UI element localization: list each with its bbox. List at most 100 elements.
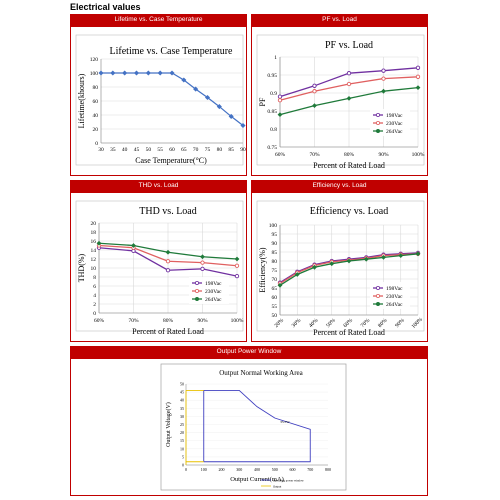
y-tick-label: 16 <box>91 239 97 245</box>
x-axis-label: Percent of Rated Load <box>313 328 385 337</box>
section-title: Electrical values <box>70 2 141 12</box>
x-tick-label: 45 <box>134 147 140 153</box>
legend-marker <box>195 281 200 286</box>
header-lifetime: Lifetime vs. Case Temperature <box>70 14 247 26</box>
x-tick-label: 70% <box>360 317 372 329</box>
x-tick-label: 30 <box>98 147 104 153</box>
x-tick-label: 70% <box>309 152 320 158</box>
power-window-chart: Output Normal Working Area 0 5 10 15 20 25 30 35… <box>160 363 347 491</box>
data-point <box>415 74 421 79</box>
y-tick-label: 4 <box>93 293 96 299</box>
y-tick-label: 0 <box>95 141 98 147</box>
data-point <box>415 65 421 70</box>
legend-label: 198Vac <box>205 281 222 287</box>
legend-marker <box>376 286 381 291</box>
thd-chart: THD vs. Load 0 2 4 6 8 10 12 14 16 18 20 60% 70% 80% 90… <box>75 200 244 336</box>
y-tick-label: 100 <box>90 71 99 77</box>
y-tick-label: 90 <box>272 241 278 247</box>
figure-frame <box>160 363 347 491</box>
chart-title: Lifetime vs. Case Temperature <box>110 46 234 57</box>
y-tick-label: 35 <box>180 406 184 411</box>
legend-marker <box>376 113 381 118</box>
legend-label: 264Vac <box>386 302 403 308</box>
legend-label: 198Vac <box>386 113 403 119</box>
data-point <box>346 81 352 87</box>
y-tick-label: 40 <box>93 113 99 119</box>
y-tick-label: 0 <box>182 463 184 468</box>
y-tick-label: 10 <box>180 446 184 451</box>
data-point <box>216 104 222 110</box>
data-point <box>277 282 283 288</box>
x-tick-label: 60 <box>169 147 175 153</box>
legend-marker <box>195 289 200 294</box>
data-point <box>329 261 335 267</box>
x-tick-label: 85 <box>228 147 234 153</box>
x-tick-label: 80 <box>217 147 223 153</box>
y-tick-label: 20 <box>180 430 184 435</box>
legend-marker <box>376 129 381 134</box>
efficiency-chart: Efficiency vs. Load 50 55 60 65 70 75 80 85 90 95 1… <box>256 200 425 337</box>
y-tick-label: 2 <box>93 302 96 308</box>
legend-label: 230Vac <box>205 289 222 295</box>
y-tick-label: 20 <box>93 127 99 133</box>
x-tick-label: 60% <box>343 317 355 329</box>
panel-thd: THD vs. Load 0 2 4 6 8 10 12 14 16 18 20 60% 70% 80% 90… <box>70 192 247 342</box>
y-tick-label: 0.8 <box>270 127 277 133</box>
data-point <box>381 76 386 81</box>
y-tick-label: 8 <box>93 275 96 281</box>
plot-frame <box>256 200 425 332</box>
y-axis-label: Lifetime(khours) <box>77 73 86 128</box>
x-tick-label: 20% <box>274 317 286 329</box>
y-tick-label: 50 <box>180 382 184 387</box>
y-tick-label: 75 <box>272 268 278 274</box>
data-point <box>234 263 240 268</box>
x-tick-label: 0 <box>185 467 187 472</box>
y-tick-label: 0.85 <box>267 109 277 115</box>
x-tick-label: 55 <box>157 147 163 153</box>
x-tick-label: 30% <box>291 317 303 329</box>
x-tick-label: 50 <box>146 147 152 153</box>
x-tick-label: 70% <box>128 318 139 324</box>
x-tick-label: 600 <box>290 467 296 472</box>
data-point <box>98 70 104 76</box>
legend-label: 230Vac <box>386 294 403 300</box>
chart-title: Efficiency vs. Load <box>310 206 388 217</box>
legend-label: 198Vac <box>386 286 403 292</box>
data-point <box>165 268 171 273</box>
y-tick-label: 60 <box>272 295 278 301</box>
data-point <box>277 98 283 103</box>
x-tick-label: 35 <box>110 147 116 153</box>
data-point <box>234 273 240 279</box>
y-tick-label: 100 <box>269 223 278 229</box>
data-point <box>312 83 317 88</box>
x-tick-label: 400 <box>254 467 260 472</box>
y-tick-label: 0.9 <box>270 91 277 97</box>
y-tick-label: 30 <box>180 414 184 419</box>
y-tick-label: 45 <box>180 390 184 395</box>
x-tick-label: 100% <box>231 318 244 324</box>
data-point <box>363 256 369 262</box>
panel-pf: PF vs. Load 0.75 0.8 0.85 0.9 0.95 1 60% 70% 80% 9… <box>251 26 428 176</box>
x-tick-label: 800 <box>325 467 331 472</box>
legend-label: 264Vac <box>205 297 222 303</box>
pf-chart: PF vs. Load 0.75 0.8 0.85 0.9 0.95 1 60% 70% 80% 9… <box>256 34 425 170</box>
chart-title: THD vs. Load <box>139 206 197 217</box>
y-tick-label: 120 <box>90 57 99 63</box>
data-point <box>346 71 352 76</box>
y-axis-label: Output Voltage(V) <box>165 402 172 447</box>
y-tick-label: 70 <box>272 277 278 283</box>
y-tick-label: 25 <box>180 422 184 427</box>
y-tick-label: 55 <box>272 304 278 310</box>
y-axis-label: Efficiency(%) <box>258 247 267 292</box>
y-tick-label: 10 <box>91 266 97 272</box>
y-tick-label: 80 <box>93 85 99 91</box>
x-tick-label: 70 <box>193 147 199 153</box>
header-efficiency: Efficiency vs. Load <box>251 180 428 192</box>
x-tick-label: 200 <box>219 467 225 472</box>
x-tick-label: 300 <box>236 467 242 472</box>
legend-marker <box>195 297 200 302</box>
x-tick-label: 100 <box>201 467 207 472</box>
data-point <box>145 70 151 76</box>
panel-power-window: Output Normal Working Area 0 5 10 15 20 25 30 35… <box>70 358 428 496</box>
chart-title: PF vs. Load <box>325 40 373 51</box>
